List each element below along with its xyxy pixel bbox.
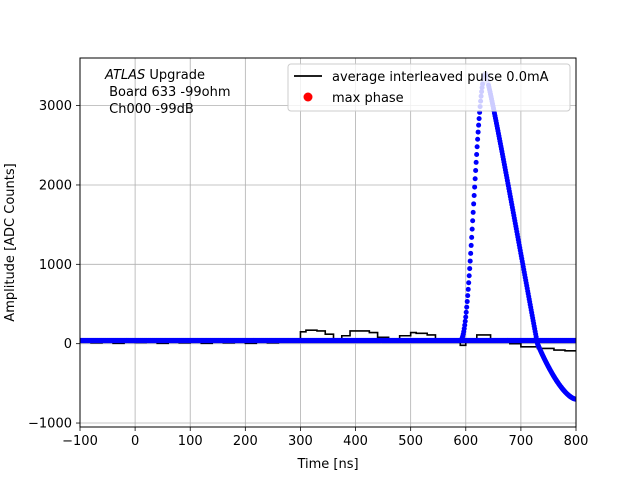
x-tick-label: 200 xyxy=(233,434,258,449)
pulse-marker xyxy=(472,184,478,190)
y-tick-label: 1000 xyxy=(39,258,72,273)
atlas-annotation: ATLAS Upgrade Board 633 -99ohm Ch000 -99… xyxy=(104,68,231,117)
pulse-marker xyxy=(464,299,470,305)
annotation-upgrade: Upgrade xyxy=(145,68,205,83)
pulse-marker xyxy=(465,286,471,292)
legend-entry-max-phase: max phase xyxy=(332,91,404,106)
x-tick-label: 400 xyxy=(343,434,368,449)
x-axis-label: Time [ns] xyxy=(296,457,358,472)
y-tick-label: −1000 xyxy=(28,417,72,432)
pulse-marker xyxy=(469,226,475,232)
x-tick-label: 600 xyxy=(453,434,478,449)
x-tick-label: 500 xyxy=(398,434,423,449)
legend: average interleaved pulse 0.0mA max phas… xyxy=(287,63,571,112)
pulse-marker xyxy=(466,280,472,286)
pulse-marker xyxy=(468,250,474,256)
baseline-marker xyxy=(572,337,576,344)
legend-marker-swatch xyxy=(303,92,313,102)
legend-box xyxy=(287,63,571,112)
annotation-line-3: Ch000 -99dB xyxy=(105,102,194,117)
pulse-marker xyxy=(475,136,481,142)
ticks: −100 0 100 200 300 400 500 600 700 800−1000010002… xyxy=(28,99,588,449)
pulse-marker xyxy=(573,396,576,402)
pulse-marker xyxy=(475,129,481,135)
pulse-marker xyxy=(470,209,476,215)
pulse-marker xyxy=(463,314,469,320)
pulse-marker xyxy=(473,168,479,174)
y-tick-label: 2000 xyxy=(39,178,72,193)
pulse-marker xyxy=(471,201,477,207)
pulse-marker xyxy=(476,122,482,128)
pulse-marker xyxy=(465,293,471,299)
pulse-marker xyxy=(464,304,470,310)
x-tick-label: −100 xyxy=(62,434,98,449)
pulse-marker xyxy=(462,322,468,328)
pulse-marker xyxy=(467,266,473,272)
pulse-marker xyxy=(466,273,472,279)
y-axis-label: Amplitude [ADC Counts] xyxy=(3,163,18,321)
pulse-marker xyxy=(463,309,469,315)
pulse-marker xyxy=(467,258,473,264)
legend-entry-pulse: average interleaved pulse 0.0mA xyxy=(332,70,549,85)
pulse-marker xyxy=(470,218,476,224)
y-tick-label: 0 xyxy=(64,337,72,352)
pulse-marker xyxy=(468,242,474,248)
x-tick-label: 700 xyxy=(508,434,533,449)
annotation-line-1: ATLAS Upgrade xyxy=(104,68,205,83)
pulse-marker xyxy=(476,116,482,122)
pulse-marker xyxy=(471,192,477,198)
annotation-line-2: Board 633 -99ohm xyxy=(105,85,231,100)
pulse-marker xyxy=(472,176,478,182)
pulse-marker xyxy=(473,159,479,165)
plot-border xyxy=(79,57,577,428)
pulse-marker xyxy=(474,151,480,157)
x-tick-label: 0 xyxy=(131,434,139,449)
x-tick-label: 300 xyxy=(288,434,313,449)
pulse-marker xyxy=(462,318,468,324)
pulse-marker xyxy=(474,144,480,150)
y-tick-label: 3000 xyxy=(39,99,72,114)
x-tick-label: 800 xyxy=(564,434,589,449)
x-tick-label: 100 xyxy=(178,434,203,449)
pulse-marker xyxy=(469,234,475,240)
annotation-atlas: ATLAS xyxy=(104,68,145,83)
